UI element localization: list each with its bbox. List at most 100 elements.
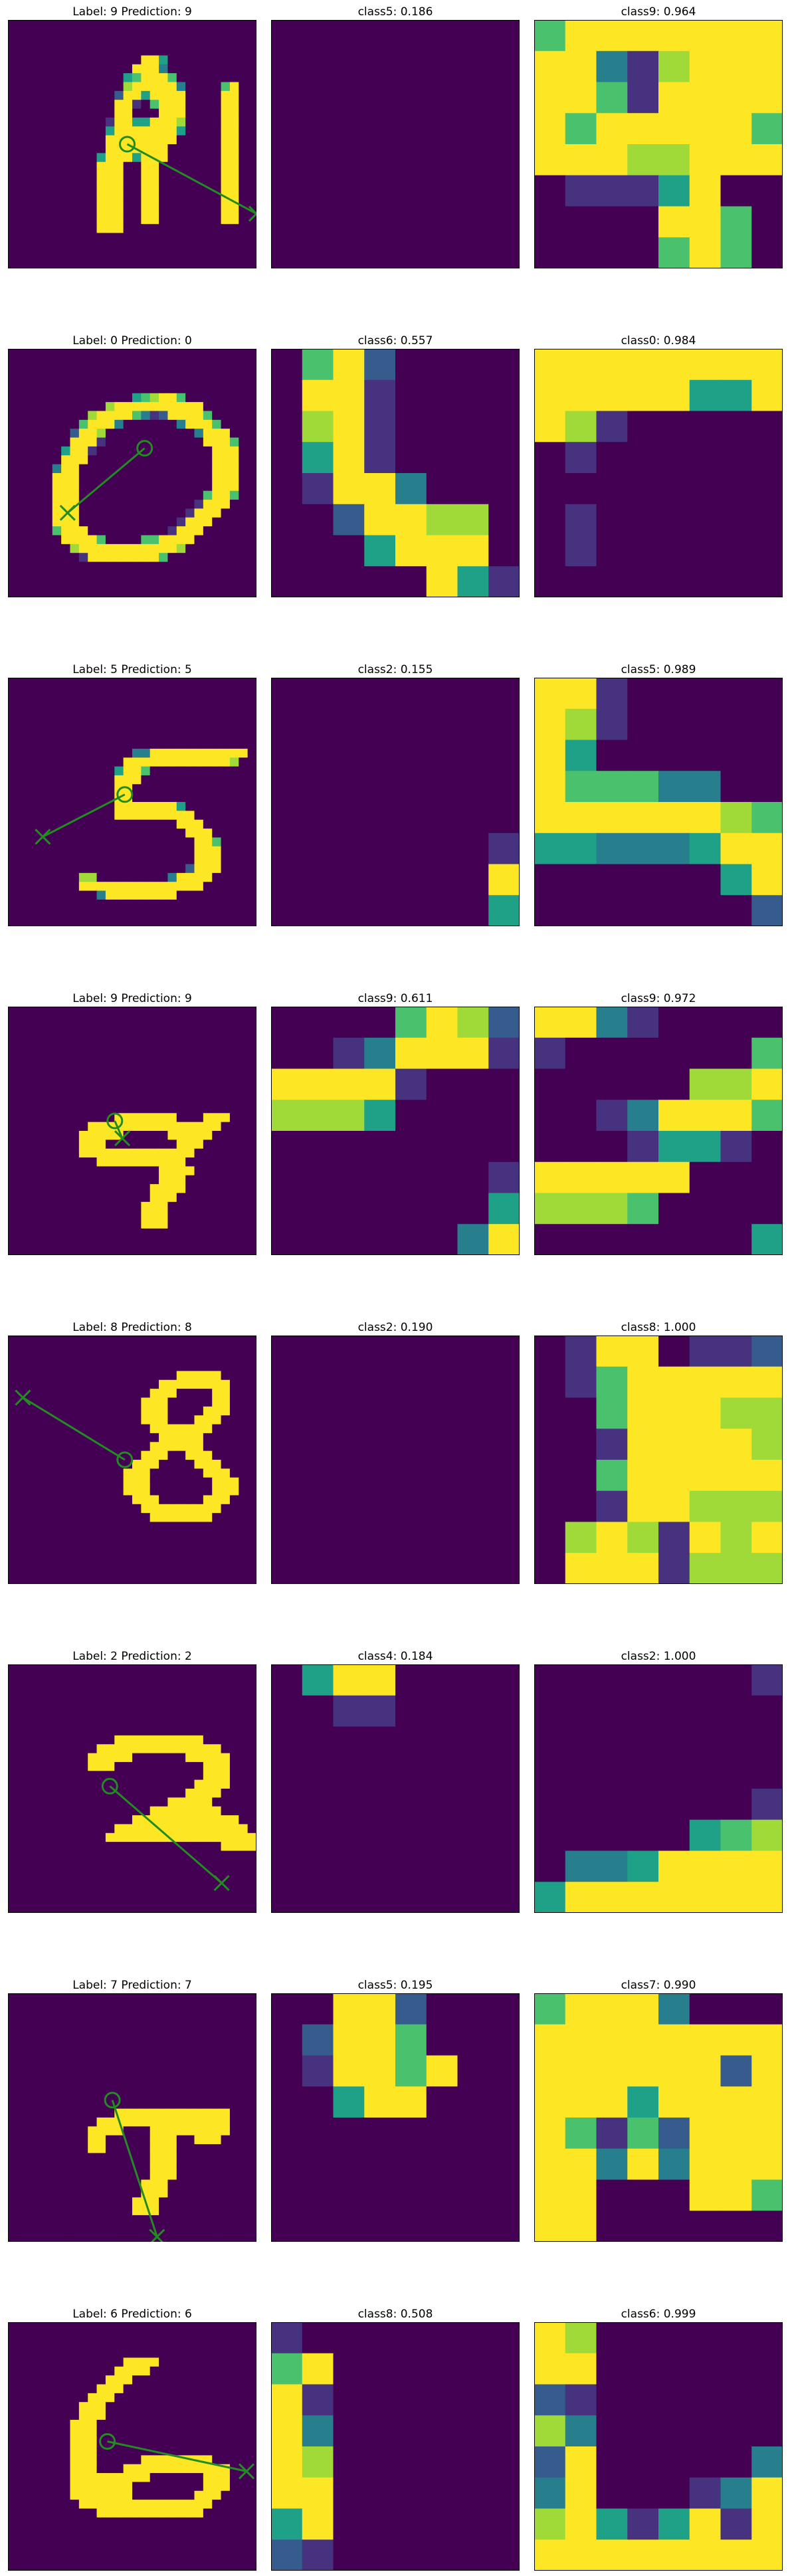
digit-pixel (52, 1131, 62, 1140)
digit-pixel (78, 1700, 88, 1710)
digit-pixel (52, 1468, 62, 1478)
digit-pixel (105, 1460, 115, 1469)
digit-pixel (229, 1237, 239, 1247)
digit-pixel (149, 100, 159, 110)
digit-pixel (159, 899, 169, 909)
digit-pixel (247, 1513, 256, 1523)
digit-pixel (114, 117, 124, 127)
digit-pixel (229, 161, 239, 171)
digit-pixel (159, 1753, 169, 1763)
digit-pixel (247, 526, 256, 536)
digit-pixel (176, 1131, 186, 1140)
digit-pixel (52, 1104, 62, 1114)
digit-pixel (159, 882, 169, 892)
digit-pixel (35, 419, 45, 429)
digit-pixel (8, 908, 17, 918)
digit-pixel (96, 47, 106, 56)
digit-pixel (8, 215, 17, 225)
digit-pixel (149, 1673, 159, 1683)
heatmap-cell (596, 1490, 628, 1523)
digit-pixel (8, 375, 17, 385)
digit-pixel (239, 695, 248, 705)
digit-pixel (247, 784, 256, 794)
digit-pixel (247, 1237, 256, 1247)
digit-pixel (78, 678, 88, 687)
heatmap-cell (395, 50, 427, 83)
digit-pixel (239, 1575, 248, 1584)
digit-pixel (105, 1477, 115, 1487)
digit-pixel (167, 508, 177, 518)
digit-pixel (247, 864, 256, 874)
digit-pixel (43, 1193, 53, 1203)
digit-pixel (239, 1397, 248, 1407)
digit-pixel (105, 1718, 115, 1728)
digit-pixel (70, 570, 80, 580)
digit-pixel (96, 740, 106, 749)
digit-pixel (221, 73, 231, 83)
digit-pixel (88, 259, 98, 268)
digit-pixel (167, 748, 177, 758)
digit-pixel (123, 1566, 133, 1576)
digit-pixel (8, 1468, 17, 1478)
digit-pixel (247, 695, 256, 705)
digit-pixel (239, 473, 248, 482)
digit-pixel (176, 1477, 186, 1487)
digit-pixel (212, 588, 222, 597)
digit-pixel (61, 1007, 71, 1016)
digit-pixel (35, 722, 45, 732)
digit-pixel (43, 517, 53, 527)
digit-pixel (149, 1219, 159, 1229)
digit-pixel (25, 748, 35, 758)
digit-pixel (123, 695, 133, 705)
digit-pixel (229, 1415, 239, 1425)
heatmap-cell (271, 535, 303, 567)
heatmap-cell (689, 1490, 722, 1523)
digit-pixel (88, 1664, 98, 1674)
end-cross-marker (248, 205, 256, 222)
digit-pixel (132, 917, 142, 926)
digit-pixel (52, 473, 62, 482)
digit-pixel (141, 775, 151, 785)
digit-pixel (114, 731, 124, 741)
class-panel-panel: class0: 0.984 (534, 329, 783, 597)
digit-panel-panel: Label: 0 Prediction: 0 (8, 329, 256, 597)
digit-pixel (43, 908, 53, 918)
digit-pixel (212, 1744, 222, 1754)
digit-pixel (70, 1557, 80, 1567)
digit-pixel (185, 1450, 195, 1460)
heatmap-cell (426, 1553, 458, 1584)
digit-pixel (35, 1050, 45, 1060)
digit-pixel (35, 446, 45, 456)
heatmap-cell (689, 1224, 722, 1255)
heatmap-cell (364, 1100, 396, 1132)
digit-pixel (61, 1344, 71, 1354)
digit-pixel (167, 1761, 177, 1771)
heatmap-cell (302, 1224, 334, 1255)
digit-pixel (25, 1050, 35, 1060)
digit-pixel (43, 90, 53, 100)
digit-pixel (96, 908, 106, 918)
digit-pixel (141, 233, 151, 243)
digit-pixel (149, 233, 159, 243)
heatmap-cell (720, 20, 752, 52)
digit-pixel (70, 1095, 80, 1105)
digit-pixel (185, 500, 195, 510)
heatmap-cell (364, 1037, 396, 1070)
digit-pixel (141, 793, 151, 803)
digit-pixel (229, 570, 239, 580)
heatmap-cell (457, 20, 489, 52)
heatmap-cell (488, 1336, 520, 1367)
digit-pixel (105, 482, 115, 492)
digit-pixel (52, 855, 62, 865)
digit-pixel (229, 1700, 239, 1710)
digit-pixel (105, 1336, 115, 1345)
digit-pixel (61, 757, 71, 767)
digit-pixel (221, 349, 231, 358)
digit-pixel (247, 917, 256, 926)
digit-pixel (123, 1113, 133, 1123)
digit-pixel (61, 855, 71, 865)
digit-pixel (176, 802, 186, 811)
digit-pixel (203, 429, 213, 439)
digit-pixel (247, 561, 256, 571)
digit-pixel (114, 872, 124, 882)
